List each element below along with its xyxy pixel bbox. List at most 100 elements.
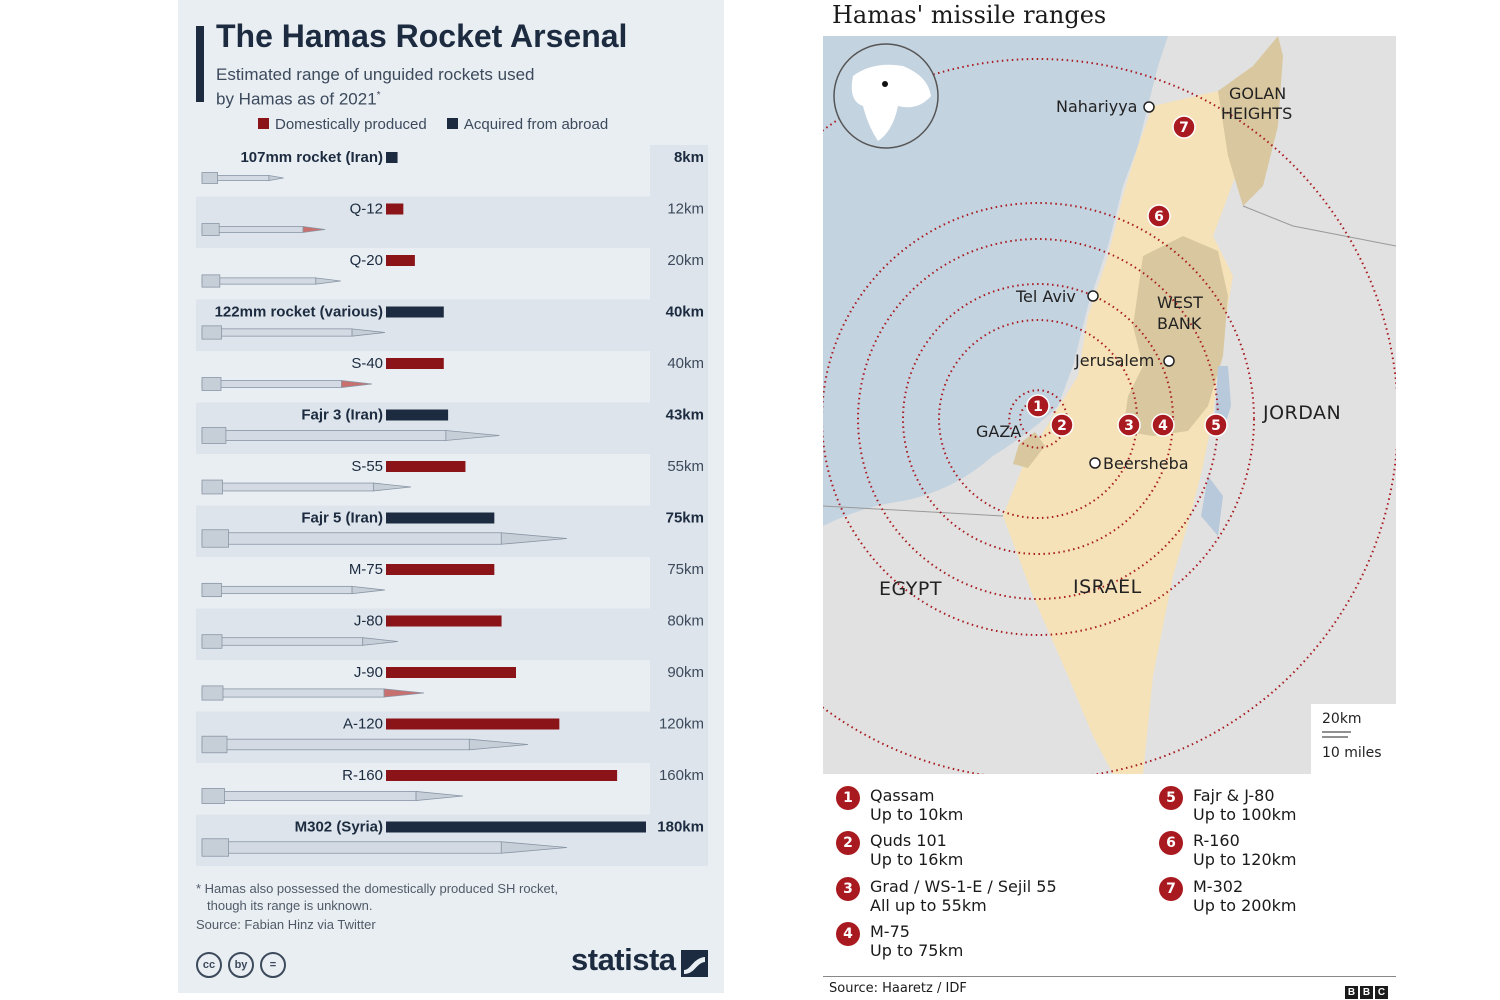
statista-logo[interactable]: statista [571,942,676,977]
legend-swatch-domestic [258,118,269,129]
bar-s-40 [386,358,444,369]
key-range-5: Up to 100km [1193,805,1297,824]
rocket-illustration-q-12 [201,223,326,236]
map-markers: 12 3 4 5 6 7 [1026,115,1228,437]
nahariyya-dot [1143,101,1155,113]
globe-inset [833,43,939,149]
key-name-3: Grad / WS-1-E / Sejil 55 [870,877,1057,896]
bar-r-160 [386,770,618,781]
rocket-illustration-fajr-5-iran [201,529,568,548]
bar-q-20 [386,255,415,266]
label-tel-aviv: Tel Aviv [1015,287,1076,306]
value-column-cell [650,557,708,609]
svg-text:1: 1 [1033,399,1043,415]
key-badge-1: 1 [836,786,860,810]
value-label-fajr-3-iran: 43km [666,407,704,424]
creative-commons-icon[interactable]: cc [196,952,222,978]
scale-miles-label: 10 miles [1322,745,1382,761]
bar-m302-syria [386,821,646,833]
golan-heights-territory [1218,36,1283,206]
svg-text:2: 2 [1057,418,1067,434]
bbc-logo-letter-3: C [1375,986,1388,999]
rocket-illustration-r-160 [201,788,464,804]
label-beersheba: Beersheba [1103,454,1189,473]
value-label-a-120: 120km [659,716,704,733]
bar-label-fajr-5-iran: Fajr 5 (Iran) [301,510,383,527]
subtitle-footnote-mark: * [376,90,381,101]
west-bank-territory [1123,236,1228,436]
gaza-territory [1013,432,1045,468]
chart-source: Source: Fabian Hinz via Twitter [196,917,376,932]
dead-sea-south [1201,476,1223,536]
bar-label-107mm-rocket-iran: 107mm rocket (Iran) [240,149,383,166]
svg-text:7: 7 [1179,120,1189,136]
label-jordan: JORDAN [1262,402,1341,424]
value-label-s-40: 40km [667,355,704,372]
key-badge-3: 3 [836,877,860,901]
key-badge-6: 6 [1159,831,1183,855]
map-scale: 20km 10 miles [1311,704,1396,774]
value-column-cell [650,299,708,351]
rocket-illustration-122mm-rocket-various [201,325,386,340]
bar-s-55 [386,461,466,472]
key-range-2: Up to 16km [870,850,964,869]
key-name-2: Quds 101 [870,831,947,850]
bar-label-j-80: J-80 [354,613,383,630]
value-label-q-20: 20km [667,252,704,269]
key-range-6: Up to 120km [1193,850,1297,869]
key-name-5: Fajr & J-80 [1193,786,1275,805]
legend-item-domestic: Domestically produced [258,116,427,133]
range-ring-7 [823,58,1396,774]
value-column-cell [650,711,708,763]
map-marker-4: 4 [1151,413,1175,437]
row-band [196,196,708,248]
rocket-illustration-a-120 [201,735,529,754]
chart-subtitle-text: Estimated range of unguided rockets used… [216,65,535,109]
map-source: Source: Haaretz / IDF [829,981,967,996]
bar-chart-area: 107mm rocket (Iran) 8km Q-12 12km Q-20 20km 12… [196,145,708,867]
legend-label-domestic: Domestically produced [275,116,427,133]
bar-fajr-5-iran [386,512,495,524]
statista-chart-panel: The Hamas Rocket Arsenal Estimated range… [178,0,724,993]
bar-label-s-55: S-55 [351,458,383,475]
bar-label-r-160: R-160 [342,767,383,784]
label-nahariyya: Nahariyya [1056,97,1137,116]
chart-legend: Domestically produced Acquired from abro… [258,116,624,133]
map-svg: Nahariyya Tel Aviv Jerusalem Beersheba G… [823,36,1396,774]
key-name-1: Qassam [870,786,935,805]
bar-fajr-3-iran [386,409,449,421]
legend-item-abroad: Acquired from abroad [446,116,608,133]
label-egypt: EGYPT [879,578,942,600]
value-label-107mm-rocket-iran: 8km [674,149,704,166]
key-badge-2: 2 [836,831,860,855]
chart-subtitle: Estimated range of unguided rockets used… [216,64,556,110]
value-column-cell [650,763,708,815]
title-accent-bar [196,26,204,102]
range-ring-6 [823,202,1255,636]
svg-text:6: 6 [1154,209,1164,225]
bar-m-75 [386,564,495,575]
bar-label-m-75: M-75 [349,561,383,578]
svg-text:4: 4 [1158,418,1168,434]
map-source-divider [823,976,1396,977]
bbc-logo-letter-2: B [1360,986,1373,999]
label-golan-2: HEIGHTS [1221,104,1292,123]
key-range-3: All up to 55km [870,896,987,915]
value-label-m-75: 75km [667,561,704,578]
chart-footnote: * Hamas also possessed the domestically … [196,880,558,914]
bar-label-s-40: S-40 [351,355,383,372]
value-column-cell [650,505,708,557]
key-badge-4: 4 [836,922,860,946]
key-name-4: M-75 [870,922,910,941]
rocket-illustration-fajr-3-iran [201,427,500,444]
legend-swatch-abroad [446,118,458,129]
footnote-line-1: * Hamas also possessed the domestically … [196,881,559,896]
value-label-j-90: 90km [667,664,704,681]
map-key: 1 Qassam Up to 10km 2 Quds 101 Up to 16k… [832,784,1392,969]
value-label-122mm-rocket-various: 40km [666,304,704,321]
no-derivatives-icon[interactable]: = [260,952,286,978]
attribution-icon[interactable]: by [228,952,254,978]
key-badge-5: 5 [1159,786,1183,810]
bar-107mm-rocket-iran [386,152,398,163]
